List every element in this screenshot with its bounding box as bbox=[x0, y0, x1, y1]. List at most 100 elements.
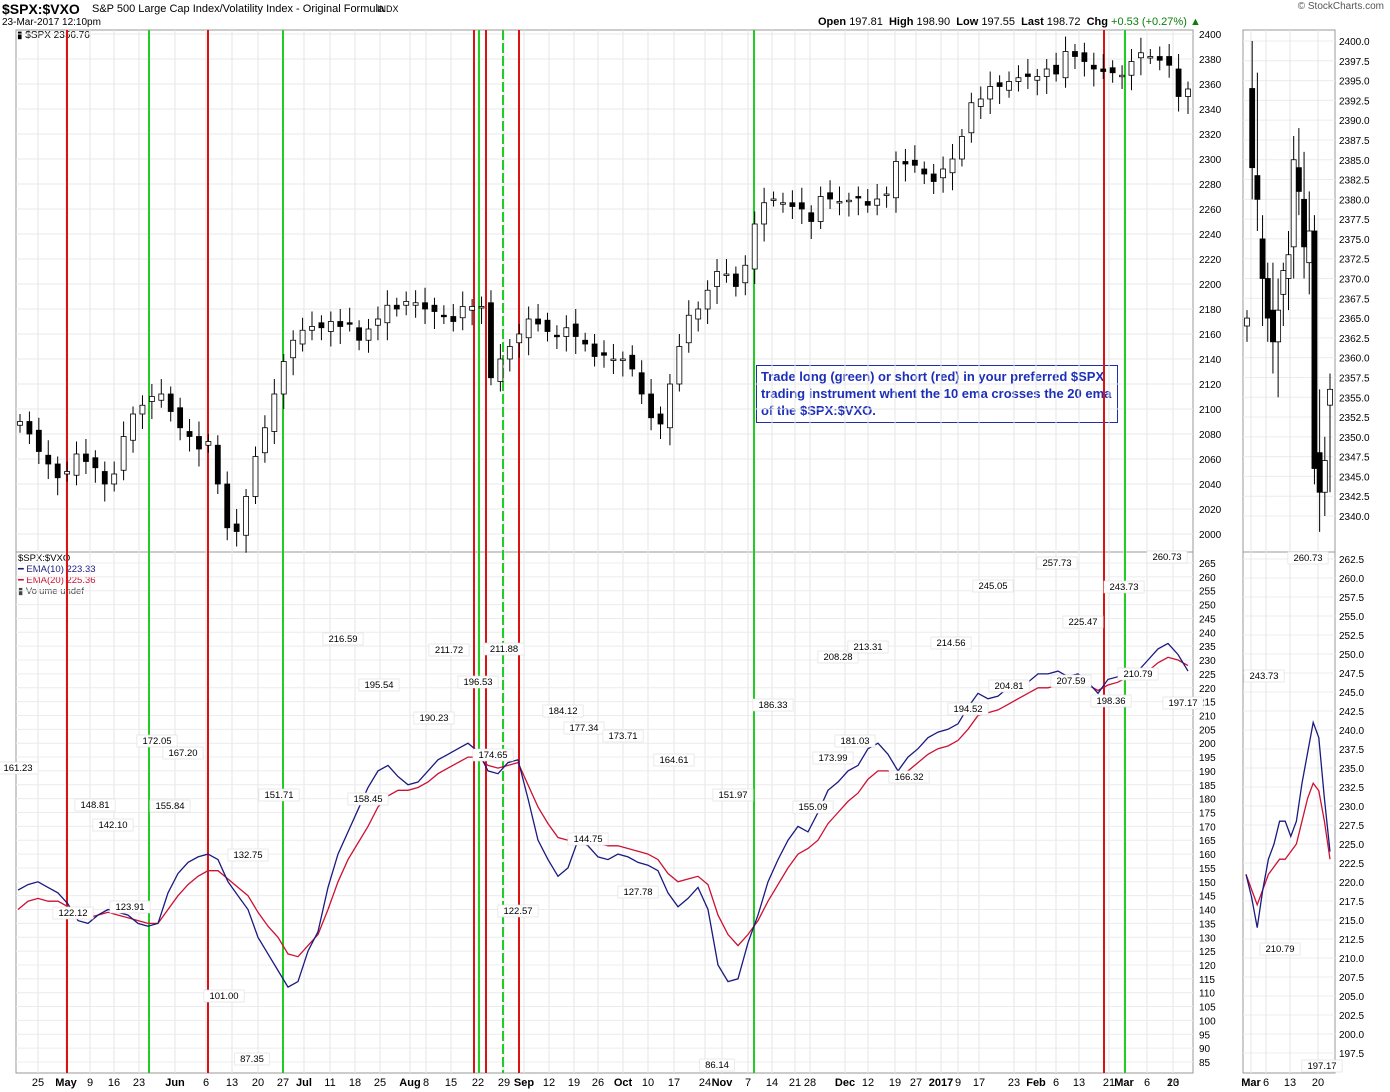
value-label-box bbox=[483, 642, 525, 656]
value-label-box bbox=[699, 1058, 735, 1072]
price-candle bbox=[1053, 64, 1060, 75]
zoom-y-tick-label: 225.0 bbox=[1339, 840, 1364, 851]
price-candle bbox=[431, 304, 438, 312]
value-label-box bbox=[74, 798, 116, 812]
y-tick-label: 2300 bbox=[1199, 155, 1222, 166]
y-tick-label: 2120 bbox=[1199, 380, 1222, 391]
value-label-box bbox=[1090, 694, 1132, 708]
price-candle bbox=[1090, 64, 1097, 70]
value-label-box bbox=[234, 1052, 270, 1066]
value-label-box bbox=[258, 788, 300, 802]
zoom-y-tick-label: 200.0 bbox=[1339, 1030, 1364, 1041]
value-label-box bbox=[358, 678, 400, 692]
value-label-box bbox=[497, 904, 539, 918]
zoom-x-tick-label: Mar bbox=[1241, 1077, 1261, 1089]
y-tick-label: 2040 bbox=[1199, 480, 1222, 491]
zoom-value-label: 260.73 bbox=[1293, 553, 1322, 564]
value-label: 225.47 bbox=[1068, 617, 1097, 628]
value-label-box bbox=[752, 698, 794, 712]
zoom-y-tick-label: 215.0 bbox=[1339, 916, 1364, 927]
price-candle bbox=[949, 158, 956, 174]
value-label-box bbox=[136, 734, 178, 748]
zoom-y-tick-label: 2392.5 bbox=[1339, 96, 1370, 107]
price-candle bbox=[412, 302, 419, 306]
value-label-box bbox=[563, 721, 605, 735]
value-label: 207.59 bbox=[1056, 676, 1085, 687]
x-tick-label: 25 bbox=[374, 1077, 386, 1089]
zoom-y-tick-label: 220.0 bbox=[1339, 878, 1364, 889]
value-label-box bbox=[817, 650, 859, 664]
y-tick-label: 2340 bbox=[1199, 105, 1222, 116]
value-label: 245.05 bbox=[978, 581, 1007, 592]
price-candle bbox=[1072, 51, 1078, 57]
x-tick-label: 13 bbox=[1073, 1077, 1085, 1089]
y-tick-label: 2060 bbox=[1199, 455, 1222, 466]
value-label: 148.81 bbox=[80, 800, 109, 811]
y-tick-label: 240 bbox=[1199, 628, 1216, 639]
price-candle bbox=[54, 463, 61, 479]
value-label-box bbox=[457, 675, 499, 689]
value-label: 142.10 bbox=[98, 820, 127, 831]
zoom-y-tick-label: 205.0 bbox=[1339, 992, 1364, 1003]
price-candle bbox=[167, 393, 174, 412]
price-candle bbox=[1100, 68, 1107, 72]
price-candle bbox=[26, 421, 33, 435]
zoom-y-tick-label: 207.5 bbox=[1339, 973, 1364, 984]
price-candle bbox=[544, 319, 551, 332]
value-label: 151.71 bbox=[264, 790, 293, 801]
price-candle bbox=[827, 192, 833, 200]
x-tick-label: Dec bbox=[835, 1077, 855, 1089]
value-label: 214.56 bbox=[936, 638, 965, 649]
price-candle bbox=[855, 196, 862, 199]
y-tick-label: 185 bbox=[1199, 781, 1216, 792]
price-candle bbox=[789, 202, 796, 207]
zoom-y-tick-label: 2385.0 bbox=[1339, 156, 1370, 167]
candle-icon: ▮ bbox=[17, 30, 23, 41]
zoom-y-tick-label: 255.0 bbox=[1339, 612, 1364, 623]
price-candle bbox=[610, 358, 617, 361]
zoom-y-tick-label: 2345.0 bbox=[1339, 472, 1370, 483]
price-candle bbox=[864, 201, 871, 206]
low-label: Low bbox=[956, 16, 979, 28]
value-label-box bbox=[413, 711, 455, 725]
value-label-box bbox=[653, 753, 695, 767]
price-candle bbox=[422, 302, 428, 310]
zoom-y-tick-label: 2367.5 bbox=[1339, 294, 1370, 305]
high-value: 198.90 bbox=[916, 16, 951, 28]
x-tick-label: 23 bbox=[1008, 1077, 1020, 1089]
value-label-box bbox=[92, 818, 134, 832]
price-candle bbox=[1024, 73, 1031, 77]
x-tick-label: 20 bbox=[1167, 1077, 1179, 1089]
value-label: 155.09 bbox=[798, 802, 827, 813]
zoom-y-tick-label: 232.5 bbox=[1339, 783, 1364, 794]
price-candle bbox=[676, 346, 683, 385]
y-tick-label: 200 bbox=[1199, 739, 1216, 750]
x-tick-label: 2017 bbox=[929, 1077, 953, 1089]
value-label: 216.59 bbox=[328, 634, 357, 645]
y-tick-label: 155 bbox=[1199, 864, 1216, 875]
x-tick-label: 21 bbox=[789, 1077, 801, 1089]
y-tick-label: 2400 bbox=[1199, 30, 1222, 41]
x-tick-label: 19 bbox=[568, 1077, 580, 1089]
value-label: 122.12 bbox=[58, 908, 87, 919]
up-arrow-icon: ▲ bbox=[1189, 16, 1201, 28]
x-tick-label: 22 bbox=[472, 1077, 484, 1089]
price-candle bbox=[704, 289, 711, 310]
x-tick-label: Mar bbox=[1114, 1077, 1134, 1089]
value-label-box bbox=[0, 761, 39, 775]
value-label: 144.75 bbox=[573, 834, 602, 845]
x-tick-label: 7 bbox=[745, 1077, 751, 1089]
price-candle bbox=[629, 354, 636, 370]
y-tick-label: 195 bbox=[1199, 753, 1216, 764]
y-tick-label: 120 bbox=[1199, 961, 1216, 972]
x-tick-label: Nov bbox=[712, 1077, 734, 1089]
y-tick-label: 225 bbox=[1199, 670, 1216, 681]
x-tick-label: Feb bbox=[1026, 1077, 1046, 1089]
x-tick-label: 21 bbox=[1103, 1077, 1115, 1089]
ema20-legend: ━ EMA(20) 225.36 bbox=[18, 575, 96, 586]
value-label-box bbox=[602, 729, 644, 743]
price-candle bbox=[930, 173, 937, 182]
zoom-y-tick-label: 2355.0 bbox=[1339, 393, 1370, 404]
zoom-y-tick-label: 257.5 bbox=[1339, 593, 1364, 604]
value-label-box bbox=[972, 579, 1014, 593]
